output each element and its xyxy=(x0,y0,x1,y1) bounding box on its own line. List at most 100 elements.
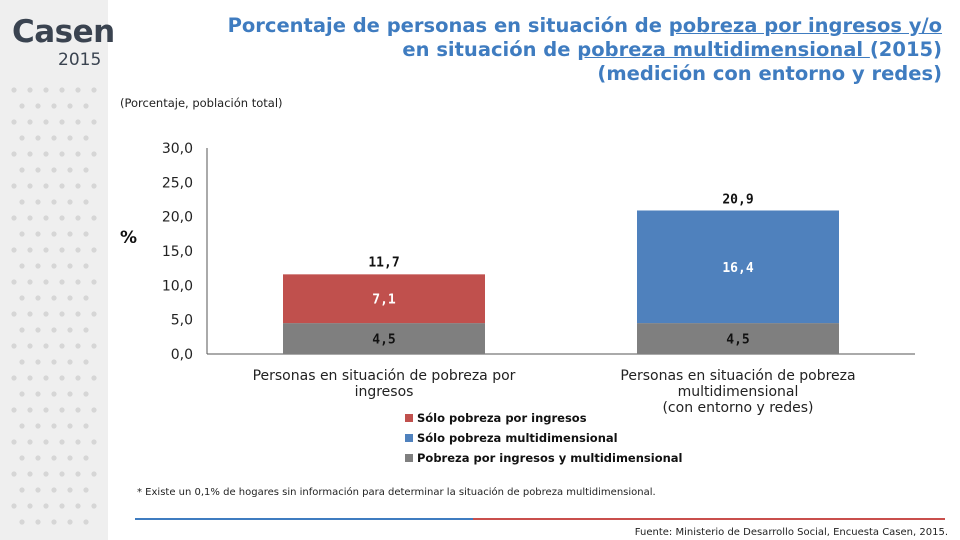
sidebar-dot xyxy=(51,455,57,461)
sidebar-dot xyxy=(35,199,41,205)
sidebar-dot xyxy=(91,119,97,125)
sidebar-dot xyxy=(19,263,25,269)
sidebar-dot xyxy=(75,503,81,509)
title-line1-a: Porcentaje de personas en situación de xyxy=(227,14,669,37)
bar-value-label: 7,1 xyxy=(372,293,396,308)
sidebar-dot xyxy=(59,311,65,317)
sidebar-dot xyxy=(43,183,49,189)
sidebar-dot xyxy=(27,343,33,349)
sidebar-dot xyxy=(19,167,25,173)
logo-name: Casen xyxy=(12,14,115,50)
sidebar-dot xyxy=(75,247,81,253)
x-category-label-line: ingresos xyxy=(354,384,414,400)
sidebar-dot xyxy=(19,391,25,397)
sidebar-dot xyxy=(91,247,97,253)
sidebar-dot xyxy=(43,87,49,93)
bar-value-label: 16,4 xyxy=(722,261,753,276)
sidebar-dot xyxy=(59,503,65,509)
sidebar-dot xyxy=(75,87,81,93)
sidebar-dot xyxy=(91,279,97,285)
sidebar-dot xyxy=(35,455,41,461)
sidebar-dot xyxy=(43,471,49,477)
legend-item: Sólo pobreza multidimensional xyxy=(405,428,683,448)
sidebar-dot xyxy=(43,151,49,157)
sidebar-dot xyxy=(91,87,97,93)
x-category-label: Personas en situación de pobreza multidim… xyxy=(578,368,898,416)
sidebar-dot xyxy=(43,215,49,221)
sidebar-dot xyxy=(67,487,73,493)
sidebar-dot xyxy=(27,279,33,285)
x-category-label: Personas en situación de pobreza por ingr… xyxy=(224,368,544,400)
sidebar-dot xyxy=(75,311,81,317)
sidebar-dot xyxy=(59,119,65,125)
sidebar-dot xyxy=(51,199,57,205)
sidebar-dot xyxy=(27,247,33,253)
sidebar-dot xyxy=(27,87,33,93)
legend-swatch xyxy=(405,454,413,462)
sidebar-dot xyxy=(11,119,17,125)
sidebar-dot xyxy=(11,407,17,413)
sidebar-dot xyxy=(51,359,57,365)
sidebar-dot xyxy=(11,183,17,189)
sidebar-dot xyxy=(75,343,81,349)
sidebar-dot xyxy=(75,183,81,189)
legend-label: Sólo pobreza por ingresos xyxy=(417,411,587,425)
title-line1-b: pobreza por ingresos y/o xyxy=(668,14,942,37)
sidebar-dot xyxy=(59,375,65,381)
footnote: * Existe un 0,1% de hogares sin informac… xyxy=(137,487,656,498)
sidebar-dot xyxy=(51,519,57,525)
sidebar-dot xyxy=(43,119,49,125)
legend-swatch xyxy=(405,434,413,442)
sidebar-dot xyxy=(19,199,25,205)
legend-item: Pobreza por ingresos y multidimensional xyxy=(405,448,683,468)
sidebar-dot xyxy=(51,391,57,397)
sidebar-dot xyxy=(43,503,49,509)
sidebar-dot xyxy=(91,439,97,445)
sidebar-dot xyxy=(11,87,17,93)
sidebar-dot xyxy=(11,311,17,317)
bar-segment xyxy=(283,274,485,324)
sidebar-dot xyxy=(67,231,73,237)
sidebar-dot xyxy=(11,343,17,349)
sidebar-dot xyxy=(51,327,57,333)
sidebar-dot xyxy=(91,407,97,413)
sidebar-dot xyxy=(35,263,41,269)
y-tick-label: 0,0 xyxy=(171,347,193,363)
sidebar-dot xyxy=(35,327,41,333)
y-tick-label: 10,0 xyxy=(162,278,193,294)
y-tick-label: 5,0 xyxy=(171,313,193,329)
sidebar-dot xyxy=(83,135,89,141)
y-axis-label: % xyxy=(120,228,138,248)
sidebar-dot xyxy=(51,263,57,269)
sidebar-dot xyxy=(83,263,89,269)
source-note: Fuente: Ministerio de Desarrollo Social,… xyxy=(634,527,948,538)
sidebar-dot xyxy=(83,455,89,461)
sidebar-dot xyxy=(67,135,73,141)
chart-subtitle: (Porcentaje, población total) xyxy=(120,96,283,110)
sidebar-dot xyxy=(59,279,65,285)
sidebar: Casen 2015 xyxy=(0,0,115,540)
sidebar-dot xyxy=(19,487,25,493)
footer-rule-blue xyxy=(135,518,473,520)
sidebar-dot xyxy=(59,471,65,477)
title-line2-c: (2015) xyxy=(869,38,942,61)
sidebar-dot xyxy=(83,391,89,397)
sidebar-dot xyxy=(27,215,33,221)
sidebar-dot xyxy=(83,295,89,301)
x-category-label-line: (con entorno y redes) xyxy=(662,400,814,416)
sidebar-dot xyxy=(75,471,81,477)
y-tick-label: 15,0 xyxy=(162,244,193,260)
footer-rule-red xyxy=(473,518,945,520)
sidebar-dot xyxy=(83,103,89,109)
sidebar-dot xyxy=(91,375,97,381)
sidebar-dot xyxy=(51,135,57,141)
sidebar-dot xyxy=(27,151,33,157)
sidebar-dot xyxy=(27,407,33,413)
legend-swatch xyxy=(405,414,413,422)
sidebar-dot xyxy=(35,167,41,173)
sidebar-dot xyxy=(59,215,65,221)
sidebar-dot xyxy=(19,103,25,109)
sidebar-dot xyxy=(19,519,25,525)
sidebar-dot xyxy=(83,423,89,429)
